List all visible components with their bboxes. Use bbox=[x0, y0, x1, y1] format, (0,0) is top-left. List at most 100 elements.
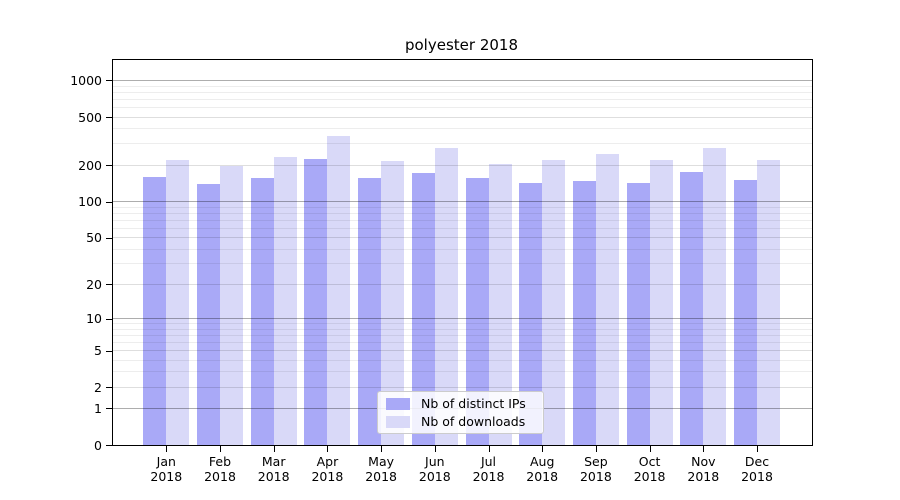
gridline-y-600 bbox=[113, 106, 812, 108]
gridline-y-700 bbox=[113, 98, 812, 100]
gridline-y-900 bbox=[113, 85, 812, 87]
gridline-y-3 bbox=[113, 371, 812, 373]
gridline-y-9 bbox=[113, 323, 812, 324]
x-tick-label-may: May 2018 bbox=[351, 454, 411, 484]
bar-downloads-sep bbox=[595, 154, 619, 445]
bar-distinct-ips-jul bbox=[465, 177, 489, 445]
x-tick-label-apr: Apr 2018 bbox=[297, 454, 357, 484]
x-tick-label-nov: Nov 2018 bbox=[673, 454, 733, 484]
bar-distinct-ips-dec bbox=[734, 179, 757, 445]
y-tick-mark-20 bbox=[106, 284, 112, 286]
y-tick-label-0: 0 bbox=[94, 437, 102, 453]
gridline-y-50 bbox=[113, 237, 812, 238]
bar-distinct-ips-jan bbox=[143, 176, 167, 445]
x-tick-year: 2018 bbox=[472, 469, 505, 484]
legend-swatch-distinct-ips bbox=[386, 397, 410, 410]
bar-distinct-ips-apr bbox=[304, 158, 328, 445]
gridline-y-2 bbox=[113, 386, 812, 388]
x-tick-year: 2018 bbox=[257, 469, 290, 484]
bar-distinct-ips-feb bbox=[197, 184, 220, 445]
gridline-y-4 bbox=[113, 359, 812, 361]
bar-downloads-apr bbox=[327, 136, 351, 445]
y-tick-label-50: 50 bbox=[86, 230, 102, 245]
x-tick-month: Feb bbox=[208, 454, 232, 469]
gridline-y-20 bbox=[113, 283, 812, 285]
x-tick-month: Aug bbox=[529, 454, 555, 469]
x-tick-year: 2018 bbox=[418, 469, 451, 484]
y-tick-label-1000: 1000 bbox=[70, 72, 102, 88]
x-tick-year: 2018 bbox=[633, 469, 666, 484]
gridline-y-5 bbox=[113, 350, 812, 351]
x-tick-mark-dec bbox=[757, 446, 758, 452]
y-tick-label-20: 20 bbox=[86, 276, 102, 292]
gridline-y-30 bbox=[113, 263, 812, 265]
y-tick-label-200: 200 bbox=[78, 157, 102, 173]
gridline-y-100 bbox=[113, 201, 812, 202]
bar-distinct-ips-sep bbox=[572, 181, 596, 445]
x-tick-mark-sep bbox=[595, 446, 597, 452]
x-tick-month: May bbox=[368, 454, 395, 469]
x-tick-mark-jun bbox=[434, 446, 436, 452]
y-tick-mark-5 bbox=[106, 350, 112, 352]
legend: Nb of distinct IPs Nb of downloads bbox=[377, 391, 544, 434]
x-tick-month: Dec bbox=[744, 454, 770, 469]
legend-label-distinct-ips: Nb of distinct IPs bbox=[421, 396, 526, 411]
gridline-y-500 bbox=[113, 116, 812, 118]
y-tick-mark-100 bbox=[106, 201, 112, 203]
y-tick-mark-1 bbox=[106, 408, 112, 410]
y-tick-mark-200 bbox=[106, 165, 112, 167]
bar-downloads-jul bbox=[488, 164, 512, 445]
bar-downloads-mar bbox=[273, 157, 297, 445]
x-tick-year: 2018 bbox=[526, 469, 559, 484]
bar-downloads-dec bbox=[757, 160, 780, 445]
y-tick-label-5: 5 bbox=[94, 343, 102, 358]
y-tick-mark-1000 bbox=[106, 80, 112, 82]
bar-distinct-ips-aug bbox=[519, 183, 543, 445]
bar-downloads-may bbox=[381, 161, 405, 445]
gridline-y-1000 bbox=[113, 79, 812, 81]
gridline-y-300 bbox=[113, 143, 812, 145]
gridline-y-80 bbox=[113, 212, 812, 214]
x-tick-month: Jul bbox=[480, 454, 497, 469]
y-tick-mark-500 bbox=[106, 117, 112, 118]
x-tick-month: Nov bbox=[691, 454, 716, 469]
legend-item-distinct-ips: Nb of distinct IPs bbox=[378, 396, 543, 411]
x-tick-mark-feb bbox=[220, 446, 221, 452]
gridline-y-400 bbox=[113, 128, 812, 130]
y-tick-label-1: 1 bbox=[94, 400, 102, 416]
x-tick-mark-may bbox=[381, 446, 383, 452]
bar-downloads-jun bbox=[434, 148, 458, 445]
x-tick-year: 2018 bbox=[579, 469, 612, 484]
y-tick-mark-2 bbox=[106, 387, 112, 388]
bar-downloads-oct bbox=[649, 160, 673, 445]
bar-distinct-ips-jun bbox=[411, 173, 435, 445]
x-tick-year: 2018 bbox=[365, 469, 397, 484]
chart-title: polyester 2018 bbox=[404, 36, 518, 54]
x-tick-month: Oct bbox=[638, 454, 661, 469]
x-tick-mark-oct bbox=[649, 446, 651, 452]
x-tick-month: Sep bbox=[584, 454, 608, 469]
x-tick-label-jan: Jan 2018 bbox=[136, 454, 196, 484]
bar-distinct-ips-nov bbox=[680, 171, 704, 445]
gridline-y-90 bbox=[113, 206, 812, 208]
y-tick-mark-10 bbox=[106, 318, 112, 320]
x-tick-label-dec: Dec 2018 bbox=[727, 454, 787, 484]
gridline-y-40 bbox=[113, 248, 812, 250]
gridline-y-10 bbox=[113, 318, 812, 319]
x-tick-mark-mar bbox=[273, 446, 275, 452]
legend-label-downloads: Nb of downloads bbox=[421, 414, 526, 429]
x-tick-month: Mar bbox=[261, 454, 286, 469]
x-tick-label-feb: Feb 2018 bbox=[190, 454, 250, 484]
x-tick-year: 2018 bbox=[150, 469, 183, 484]
x-tick-label-aug: Aug 2018 bbox=[512, 454, 572, 484]
x-tick-month: Jan bbox=[156, 454, 176, 469]
bar-downloads-jan bbox=[166, 159, 190, 445]
gridline-y-6 bbox=[113, 341, 812, 343]
gridline-y-7 bbox=[113, 334, 812, 336]
x-tick-label-mar: Mar 2018 bbox=[244, 454, 304, 484]
y-tick-label-500: 500 bbox=[78, 109, 102, 125]
plot-area bbox=[112, 59, 813, 446]
y-tick-label-100: 100 bbox=[78, 194, 102, 209]
bar-distinct-ips-oct bbox=[626, 183, 650, 445]
bar-downloads-nov bbox=[703, 147, 727, 445]
